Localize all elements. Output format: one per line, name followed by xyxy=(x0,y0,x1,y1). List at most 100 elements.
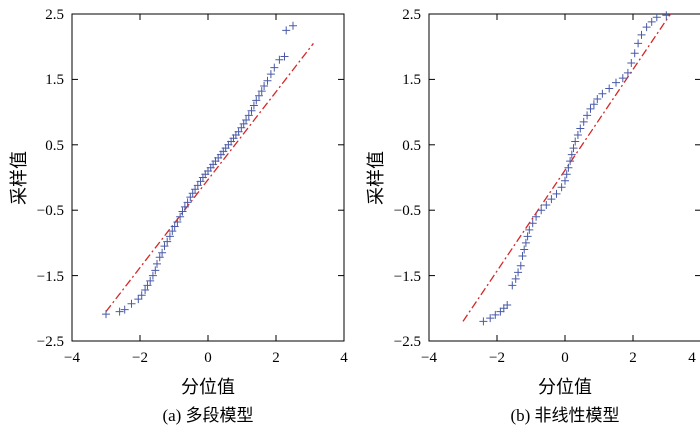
tick-marks-a xyxy=(71,13,345,342)
data-point xyxy=(586,104,595,113)
data-point xyxy=(523,232,532,241)
tick-marks-b xyxy=(428,13,700,342)
y-tick-label-b-3: −0.5 xyxy=(394,203,421,219)
caption-a: (a) 多段模型 xyxy=(162,406,253,425)
data-point xyxy=(244,111,253,120)
data-point xyxy=(571,137,580,146)
data-point xyxy=(102,310,110,319)
data-point xyxy=(280,52,289,61)
data-point xyxy=(255,91,263,100)
data-point xyxy=(583,111,592,120)
x-axis-title-a: 分位值 xyxy=(181,377,235,397)
data-point xyxy=(605,84,614,93)
data-point xyxy=(260,81,269,90)
data-point xyxy=(183,198,192,207)
data-point xyxy=(289,21,297,30)
x-tick-label-b-2: 0 xyxy=(561,350,569,366)
panel-b: 2.5 1.5 0.5 −0.5 −1.5 −2.5 −4 −2 0 2 4 分… xyxy=(366,7,700,425)
data-point xyxy=(155,253,164,262)
data-point xyxy=(569,144,578,153)
data-point xyxy=(127,299,136,308)
data-point xyxy=(564,163,573,172)
data-point xyxy=(508,281,517,290)
data-point xyxy=(479,317,488,326)
data-point xyxy=(589,100,598,109)
data-point xyxy=(163,237,172,246)
data-point xyxy=(266,70,275,79)
y-tick-label-a-4: −1.5 xyxy=(37,269,64,285)
data-point xyxy=(557,183,566,192)
data-point xyxy=(552,189,561,198)
data-point xyxy=(528,219,537,228)
data-point xyxy=(151,266,160,275)
data-point xyxy=(158,248,167,257)
data-points-a xyxy=(102,21,297,319)
data-point xyxy=(634,39,643,48)
data-point xyxy=(520,245,529,254)
data-point xyxy=(496,307,505,316)
data-point xyxy=(567,150,576,159)
data-point xyxy=(148,271,157,280)
x-tick-label-a-3: 2 xyxy=(272,350,280,366)
data-point xyxy=(618,74,627,83)
y-tick-label-b-4: −1.5 xyxy=(394,269,421,285)
x-tick-label-b-3: 2 xyxy=(629,350,637,366)
data-point xyxy=(134,295,143,304)
data-point xyxy=(576,124,585,133)
data-point xyxy=(137,291,146,300)
y-tick-label-a-0: 2.5 xyxy=(45,7,64,23)
data-point xyxy=(153,259,161,268)
data-point xyxy=(642,23,651,32)
data-point xyxy=(178,207,187,216)
data-point xyxy=(247,106,256,115)
y-tick-label-a-3: −0.5 xyxy=(37,203,64,219)
data-point xyxy=(566,157,575,166)
data-point xyxy=(282,26,291,35)
x-tick-label-a-1: −2 xyxy=(132,350,148,366)
reference-line-a xyxy=(105,43,314,312)
data-point xyxy=(503,301,512,310)
data-point xyxy=(257,87,266,96)
data-point xyxy=(270,63,279,72)
data-point xyxy=(252,96,261,105)
data-point xyxy=(593,95,602,104)
x-tick-label-b-4: 4 xyxy=(688,350,696,366)
data-point xyxy=(514,268,523,277)
data-point xyxy=(249,101,258,110)
data-point xyxy=(612,78,620,87)
data-point xyxy=(630,49,639,58)
y-tick-label-a-2: 0.5 xyxy=(45,138,64,154)
data-point xyxy=(491,310,500,319)
data-point xyxy=(623,68,632,77)
data-point xyxy=(486,314,495,323)
y-axis-title-a: 采样值 xyxy=(9,151,29,205)
data-point xyxy=(579,117,588,126)
y-tick-label-b-5: −2.5 xyxy=(394,334,421,350)
data-point xyxy=(165,232,174,241)
reference-line-b xyxy=(462,13,671,322)
data-point xyxy=(562,170,571,179)
data-point xyxy=(120,305,129,314)
data-point xyxy=(168,227,177,236)
data-point xyxy=(146,276,155,285)
data-point xyxy=(518,251,527,260)
data-point xyxy=(652,13,661,22)
data-point xyxy=(516,261,525,270)
y-tick-label-b-1: 1.5 xyxy=(402,72,421,88)
y-tick-label-a-1: 1.5 xyxy=(45,72,64,88)
data-point xyxy=(573,130,582,139)
x-tick-label-a-4: 4 xyxy=(340,350,348,366)
data-point xyxy=(141,285,150,294)
data-point xyxy=(173,217,182,226)
y-tick-label-a-5: −2.5 xyxy=(37,334,64,350)
plot-frame-a xyxy=(71,13,345,342)
data-point xyxy=(547,195,556,204)
data-point xyxy=(637,30,646,39)
data-point xyxy=(561,176,569,185)
data-point xyxy=(170,222,179,231)
x-tick-label-b-0: −4 xyxy=(421,350,437,366)
data-point xyxy=(143,281,152,290)
y-axis-title-b: 采样值 xyxy=(366,151,386,205)
data-point xyxy=(647,17,656,26)
